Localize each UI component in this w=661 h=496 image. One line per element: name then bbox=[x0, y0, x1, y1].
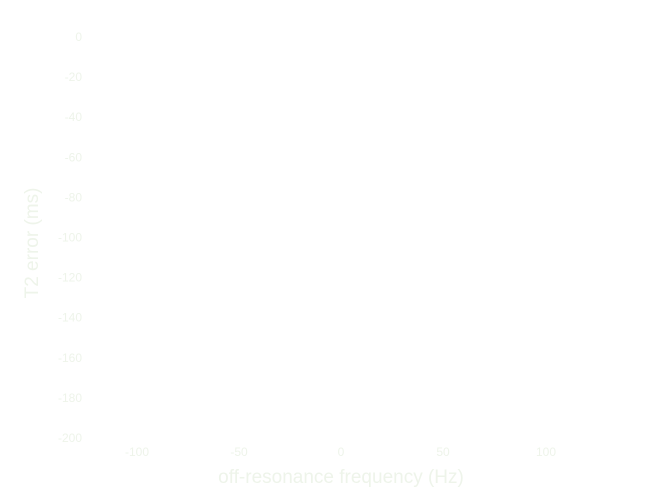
y-tick-label: -200 bbox=[58, 431, 82, 445]
x-tick-label: 100 bbox=[536, 445, 556, 459]
y-tick-label: -120 bbox=[58, 271, 82, 285]
y-tick-label: -40 bbox=[65, 110, 83, 124]
y-tick-label: -100 bbox=[58, 231, 82, 245]
y-tick-label: -20 bbox=[65, 70, 83, 84]
y-tick-label: 0 bbox=[75, 30, 82, 44]
x-tick-label: 50 bbox=[436, 445, 450, 459]
y-axis-label: T2 error (ms) bbox=[22, 188, 43, 299]
x-tick-label: -100 bbox=[125, 445, 149, 459]
x-tick-label: -50 bbox=[230, 445, 248, 459]
y-axis-ticks: 0 -20 -40 -60 -80 -100 -120 -140 -160 -180 -200 bbox=[58, 30, 82, 445]
x-axis-label: off-resonance frequency (Hz) bbox=[218, 467, 464, 488]
y-tick-label: -60 bbox=[65, 150, 83, 164]
y-tick-label: -180 bbox=[58, 391, 82, 405]
y-tick-label: -80 bbox=[65, 190, 83, 204]
x-axis-ticks: -100 -50 0 50 100 bbox=[125, 445, 556, 459]
y-tick-label: -140 bbox=[58, 311, 82, 325]
x-tick-label: 0 bbox=[338, 445, 345, 459]
y-tick-label: -160 bbox=[58, 351, 82, 365]
